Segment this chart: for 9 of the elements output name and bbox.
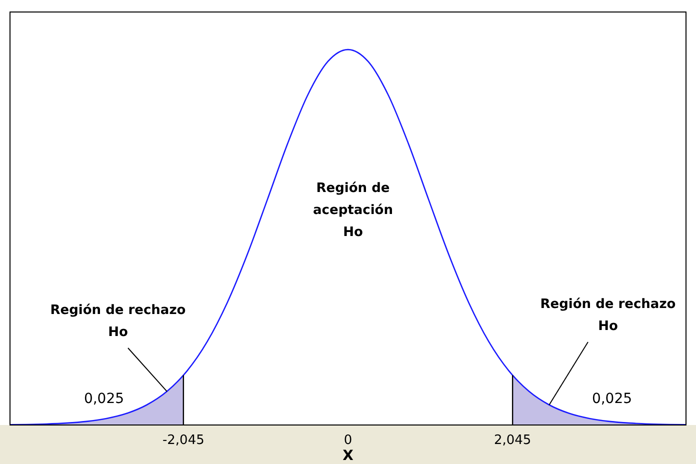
annotation: Región de rechazo Ho	[540, 297, 676, 334]
x-axis-title: X	[342, 448, 354, 464]
x-tick-label: 2,045	[494, 433, 532, 448]
x-tick-label: -2,045	[162, 433, 204, 448]
annotation: 0,025	[592, 391, 632, 407]
annotation: Región de rechazo Ho	[50, 303, 186, 340]
annotation: Región de aceptación Ho	[313, 181, 393, 240]
annotation: 0,025	[84, 391, 124, 407]
x-tick-label: 0	[344, 433, 352, 448]
